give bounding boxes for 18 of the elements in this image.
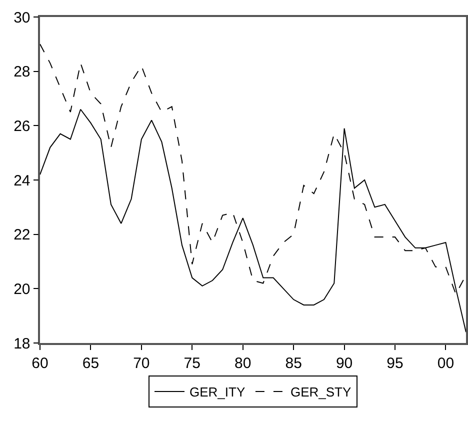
y-tick-label: 24 xyxy=(14,172,30,190)
y-tick-label: 26 xyxy=(14,118,30,135)
y-tick-label: 22 xyxy=(14,226,30,244)
legend-label: GER_STY xyxy=(290,384,352,400)
x-tick-label: 70 xyxy=(133,354,150,372)
x-tick-label: 90 xyxy=(336,354,353,372)
x-tick-label: 65 xyxy=(82,354,100,372)
x-tick-label: 75 xyxy=(184,354,200,372)
y-tick-label: 30 xyxy=(14,9,30,26)
x-tick-label: 80 xyxy=(234,354,252,372)
legend-label: GER_ITY xyxy=(190,384,246,400)
x-tick-label: 00 xyxy=(437,354,454,372)
y-tick-label: 28 xyxy=(14,64,30,81)
x-tick-label: 85 xyxy=(285,354,302,372)
y-tick-label: 18 xyxy=(14,335,30,352)
x-tick-label: 60 xyxy=(32,354,48,372)
y-tick-label: 20 xyxy=(14,280,30,298)
x-tick-label: 95 xyxy=(386,354,404,372)
